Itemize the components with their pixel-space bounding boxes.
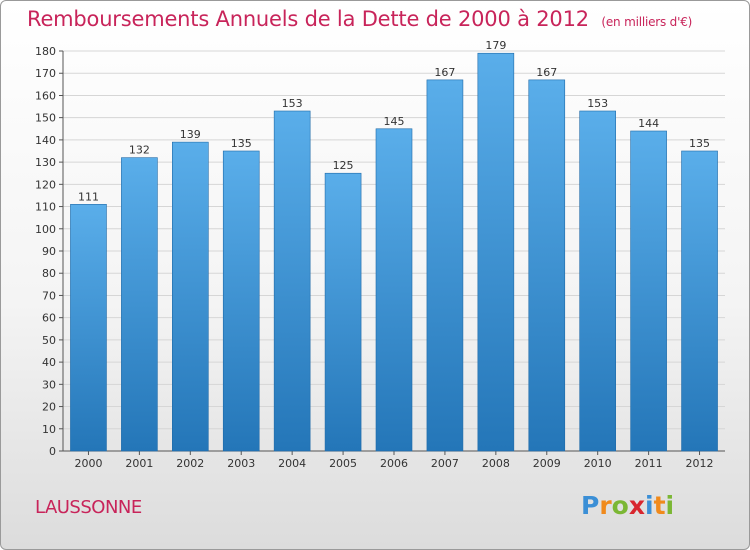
x-tick-label-2008: 2008 xyxy=(482,457,510,470)
x-tick-label-2010: 2010 xyxy=(584,457,612,470)
value-label-2006: 145 xyxy=(384,115,405,128)
y-tick-label: 130 xyxy=(35,156,56,169)
bar-2008 xyxy=(477,52,515,452)
bar-2009 xyxy=(528,79,566,452)
x-tick-label-2009: 2009 xyxy=(533,457,561,470)
value-labels: 111 132 139 135 153 125 145 167 179 167 153 144 135 xyxy=(78,39,710,203)
chart-unit: (en milliers d'€) xyxy=(601,15,693,29)
x-tick-label-2003: 2003 xyxy=(227,457,255,470)
y-tick-label: 80 xyxy=(42,267,56,280)
value-label-2009: 167 xyxy=(536,66,557,79)
y-tick-label: 110 xyxy=(35,201,56,214)
bar-2012 xyxy=(681,150,718,452)
x-tick-label-2005: 2005 xyxy=(329,457,357,470)
value-label-2011: 144 xyxy=(638,117,659,130)
value-label-2012: 135 xyxy=(689,137,710,150)
bar-2007 xyxy=(426,79,464,452)
y-tick-label: 160 xyxy=(35,89,56,102)
bar-2004 xyxy=(273,110,311,452)
bar-2003 xyxy=(222,150,260,452)
value-label-2007: 167 xyxy=(434,66,455,79)
bar-2010 xyxy=(579,110,616,452)
y-tick-label: 170 xyxy=(35,67,56,80)
logo-letter: o xyxy=(611,491,629,520)
bar-2011 xyxy=(630,130,667,452)
logo-letter: P xyxy=(581,491,600,520)
logo-letter: t xyxy=(653,491,666,520)
y-tick-label: 180 xyxy=(35,45,56,58)
y-tick-label: 30 xyxy=(42,378,56,391)
bars xyxy=(70,52,718,452)
chart-title: Remboursements Annuels de la Dette de 20… xyxy=(27,7,692,31)
value-label-2008: 179 xyxy=(485,39,506,52)
x-tick-label-2000: 2000 xyxy=(74,457,102,470)
x-tick-label-2006: 2006 xyxy=(380,457,408,470)
y-tick-labels: 0 10 20 30 40 50 60 70 80 90 100 110 120 130 140 150 160… xyxy=(35,45,56,458)
y-tick-label: 50 xyxy=(42,334,56,347)
y-tick-label: 150 xyxy=(35,112,56,125)
y-tick-label: 60 xyxy=(42,312,56,325)
bar-2005 xyxy=(324,172,362,452)
y-tick-label: 70 xyxy=(42,289,56,302)
value-label-2000: 111 xyxy=(78,190,99,203)
logo-letter: x xyxy=(628,491,645,520)
y-tick-label: 140 xyxy=(35,134,56,147)
value-label-2003: 135 xyxy=(231,137,252,150)
logo-letter: i xyxy=(645,491,654,520)
logo-letter: r xyxy=(599,491,612,520)
value-label-2010: 153 xyxy=(587,97,608,110)
x-tick-label-2012: 2012 xyxy=(686,457,714,470)
x-tick-label-2011: 2011 xyxy=(635,457,663,470)
value-label-2002: 139 xyxy=(180,128,201,141)
y-tick-label: 120 xyxy=(35,178,56,191)
bar-2001 xyxy=(121,157,158,452)
town-name: LAUSSONNE xyxy=(35,497,142,518)
value-label-2004: 153 xyxy=(282,97,303,110)
x-tick-label-2002: 2002 xyxy=(176,457,204,470)
chart-title-text: Remboursements Annuels de la Dette de 20… xyxy=(27,7,589,31)
logo-letter: i xyxy=(665,491,675,520)
value-label-2001: 132 xyxy=(129,144,150,157)
y-tick-label: 20 xyxy=(42,401,56,414)
bar-2002 xyxy=(172,141,209,452)
x-tick-label-2007: 2007 xyxy=(431,457,459,470)
y-tick-label: 10 xyxy=(42,423,56,436)
bar-2006 xyxy=(375,128,413,452)
y-tick-label: 40 xyxy=(42,356,56,369)
y-tick-label: 100 xyxy=(35,223,56,236)
x-tick-label-2004: 2004 xyxy=(278,457,306,470)
x-tick-labels: 2000 2001 2002 2003 2004 2005 2006 2007 2008 2009… xyxy=(74,457,713,470)
y-tick-label: 90 xyxy=(42,245,56,258)
proxiti-logo: Proxiti xyxy=(581,491,674,520)
bar-2000 xyxy=(70,204,107,452)
x-tick-label-2001: 2001 xyxy=(125,457,153,470)
value-label-2005: 125 xyxy=(333,159,354,172)
y-tick-label: 0 xyxy=(49,445,56,458)
